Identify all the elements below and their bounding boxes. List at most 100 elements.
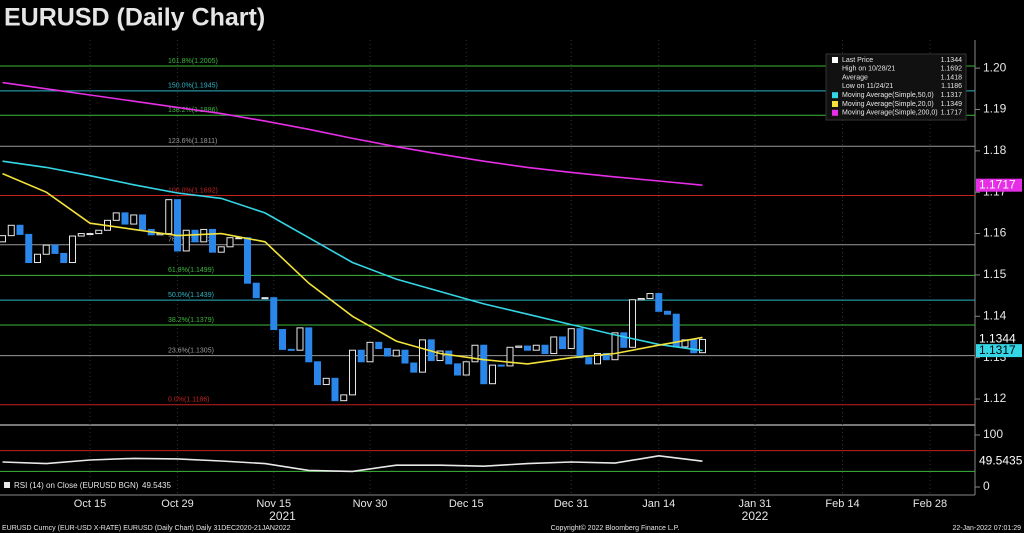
y-tick-label: 0 (983, 479, 990, 493)
x-tick-label: Jan 14 (642, 498, 675, 510)
candle (559, 336, 566, 350)
fib-label: 50.0%(1.1439) (168, 292, 214, 299)
candle (217, 246, 225, 253)
candle (279, 329, 286, 350)
candle (182, 229, 190, 252)
candle (60, 252, 68, 264)
y-tick-label: 1.20 (983, 60, 1007, 74)
candle (305, 327, 313, 363)
candle (95, 229, 103, 235)
candle (77, 233, 85, 237)
fib-label: 61.8%(1.1499) (168, 267, 214, 274)
fib-label: 0.0%(1.1186) (168, 397, 210, 404)
price-tag (976, 332, 1022, 346)
fib-label: 38.2%(1.1379) (168, 317, 214, 324)
candle (287, 348, 295, 351)
candle (340, 394, 348, 402)
candle (270, 297, 278, 331)
candle (462, 361, 470, 376)
candle (139, 214, 146, 230)
x-tick-label: Oct 29 (161, 498, 193, 510)
candle (532, 344, 540, 351)
candle (690, 339, 698, 354)
x-tick-label: Feb 28 (913, 498, 947, 510)
stats-name: Last Price (842, 57, 873, 64)
y-tick-label: 1.12 (983, 391, 1007, 405)
x-tick-label: Dec 31 (554, 498, 589, 510)
stats-value: 1.1717 (941, 110, 963, 117)
stats-swatch (832, 109, 838, 116)
candle (629, 299, 636, 348)
candle (602, 353, 610, 361)
y-tick-label: 1.19 (983, 102, 1007, 116)
candle (209, 228, 216, 253)
fib-label: 100.0%(1.1692) (168, 187, 218, 194)
stats-swatch (832, 92, 838, 99)
candle (366, 341, 374, 363)
candle (357, 349, 365, 363)
price-tag-label: 1.1344 (979, 332, 1016, 346)
stats-value: 1.1344 (941, 57, 963, 64)
candle (567, 328, 575, 350)
candle (445, 350, 453, 365)
rsi-legend-title: RSI (14) on Close (EURUSD BGN) (14, 481, 139, 490)
y-tick-label: 1.14 (983, 308, 1007, 322)
candle (296, 327, 304, 351)
candle (165, 199, 173, 235)
series-line (2, 160, 703, 352)
candle (664, 310, 671, 315)
candle (0, 235, 6, 243)
fib-label: 123.6%(1.1811) (168, 138, 217, 145)
x-tick-label: Jan 31 (738, 498, 771, 510)
stats-value: 1.1186 (941, 83, 962, 90)
candle (130, 214, 138, 225)
stats-swatch (832, 101, 838, 107)
fib-label: 76.4%(1.1573) (168, 237, 214, 244)
fib-label: 150.0%(1.1945) (168, 83, 218, 90)
candle (191, 229, 199, 243)
x-tick-label: Feb 14 (825, 498, 859, 510)
year-label: 2022 (742, 509, 769, 523)
candle (646, 293, 654, 300)
series-line (2, 172, 703, 365)
rsi-legend-value: 49.5435 (142, 481, 171, 490)
stats-name: Moving Average(Simple,20,0) (842, 101, 934, 108)
fib-label: 138.2%(1.1886) (168, 107, 218, 114)
candle (51, 244, 59, 254)
series-line (2, 454, 703, 473)
stats-value: 1.1317 (941, 92, 963, 99)
x-tick-label: Oct 15 (74, 498, 106, 510)
candle (244, 237, 251, 284)
candle (392, 349, 400, 357)
candle (314, 361, 321, 386)
y-tick-label: 1.16 (983, 226, 1007, 240)
candle (25, 233, 33, 264)
price-tag-label: 1.1717 (979, 177, 1016, 191)
candle (611, 332, 619, 361)
x-tick-label: Nov 30 (353, 498, 388, 510)
chart-title: EURUSD (Daily Chart) (4, 4, 265, 32)
price-tag-label: 1.1317 (979, 343, 1016, 357)
rsi-legend-swatch (4, 482, 10, 488)
stats-name: Low on 11/24/21 (842, 83, 893, 90)
price-tag (976, 454, 1022, 468)
candle (410, 362, 418, 373)
candle (541, 344, 549, 355)
candle (585, 357, 593, 365)
candle (69, 235, 76, 264)
footer-center: Copyright© 2022 Bloomberg Finance L.P. (551, 524, 680, 532)
candle (699, 338, 706, 354)
candle (436, 350, 444, 362)
candle (349, 349, 356, 396)
y-tick-label: 100 (983, 427, 1003, 441)
stats-name: Moving Average(Simple,200,0) (842, 110, 938, 117)
candle (524, 345, 531, 351)
candle (252, 282, 260, 299)
candle (322, 377, 330, 386)
candle (121, 212, 129, 225)
candle (655, 293, 663, 312)
candle (419, 339, 426, 373)
price-tag-label: 49.5435 (979, 453, 1023, 467)
stats-swatch (832, 57, 838, 63)
